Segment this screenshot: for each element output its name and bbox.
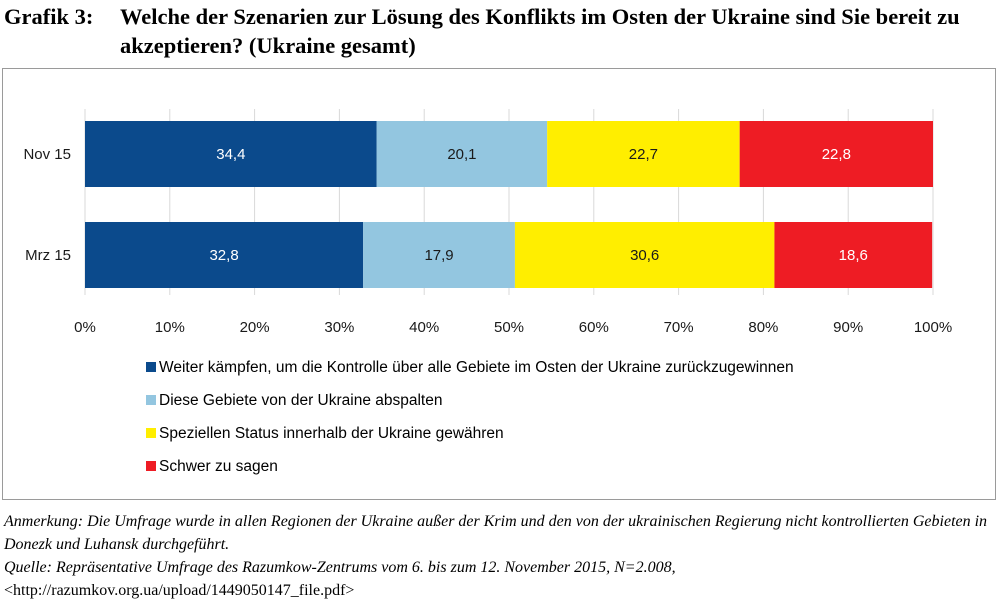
data-label: 18,6 bbox=[839, 247, 868, 264]
bar-segment bbox=[376, 121, 548, 187]
category-label: Nov 15 bbox=[23, 146, 71, 163]
chart-title: Welche der Szenarien zur Lösung des Konf… bbox=[120, 4, 960, 58]
source-link[interactable]: <http://razumkov.org.ua/upload/144905014… bbox=[4, 582, 355, 599]
data-label: 20,1 bbox=[447, 146, 476, 163]
legend-label: Weiter kämpfen, um die Kontrolle über al… bbox=[159, 359, 794, 376]
x-tick-label: 0% bbox=[74, 319, 96, 336]
legend-label: Schwer zu sagen bbox=[159, 458, 278, 475]
x-tick-label: 80% bbox=[748, 319, 778, 336]
bar-segment bbox=[85, 222, 364, 288]
x-tick-label: 10% bbox=[155, 319, 185, 336]
legend-label: Speziellen Status innerhalb der Ukraine … bbox=[159, 425, 504, 442]
figure-label: Grafik 3: bbox=[4, 4, 94, 29]
x-tick-label: 100% bbox=[914, 319, 952, 336]
bar-segment bbox=[774, 222, 933, 288]
annotation-note: Anmerkung: Die Umfrage wurde in allen Re… bbox=[4, 513, 988, 553]
category-label: Mrz 15 bbox=[25, 247, 71, 264]
x-tick-label: 30% bbox=[324, 319, 354, 336]
source-note: Quelle: Repräsentative Umfrage des Razum… bbox=[4, 556, 998, 602]
legend-swatch bbox=[146, 362, 156, 372]
stacked-bar-chart: 0% 10% 20% 30% 40% 50% 60% 70% 80% 90% 100% Nov 15 3… bbox=[23, 109, 952, 336]
source-text: Quelle: Repräsentative Umfrage des Razum… bbox=[4, 559, 676, 576]
x-tick-label: 40% bbox=[409, 319, 439, 336]
bar-segment bbox=[514, 222, 775, 288]
bar-segment bbox=[739, 121, 933, 187]
x-tick-label: 90% bbox=[833, 319, 863, 336]
bar-segment bbox=[547, 121, 740, 187]
legend-swatch bbox=[146, 395, 156, 405]
data-label: 22,7 bbox=[629, 146, 658, 163]
data-label: 30,6 bbox=[630, 247, 659, 264]
data-label: 34,4 bbox=[216, 146, 245, 163]
legend-swatch bbox=[146, 461, 156, 471]
bar-segment bbox=[85, 121, 377, 187]
x-tick-label: 70% bbox=[664, 319, 694, 336]
legend-label: Diese Gebiete von der Ukraine abspalten bbox=[159, 392, 443, 409]
data-label: 32,8 bbox=[209, 247, 238, 264]
data-label: 22,8 bbox=[822, 146, 851, 163]
x-tick-label: 60% bbox=[579, 319, 609, 336]
x-tick-label: 50% bbox=[494, 319, 524, 336]
bar-segment bbox=[363, 222, 515, 288]
x-tick-label: 20% bbox=[240, 319, 270, 336]
legend-swatch bbox=[146, 428, 156, 438]
data-label: 17,9 bbox=[424, 247, 453, 264]
chart-frame: 0% 10% 20% 30% 40% 50% 60% 70% 80% 90% 100% Nov 15 3… bbox=[2, 68, 996, 500]
